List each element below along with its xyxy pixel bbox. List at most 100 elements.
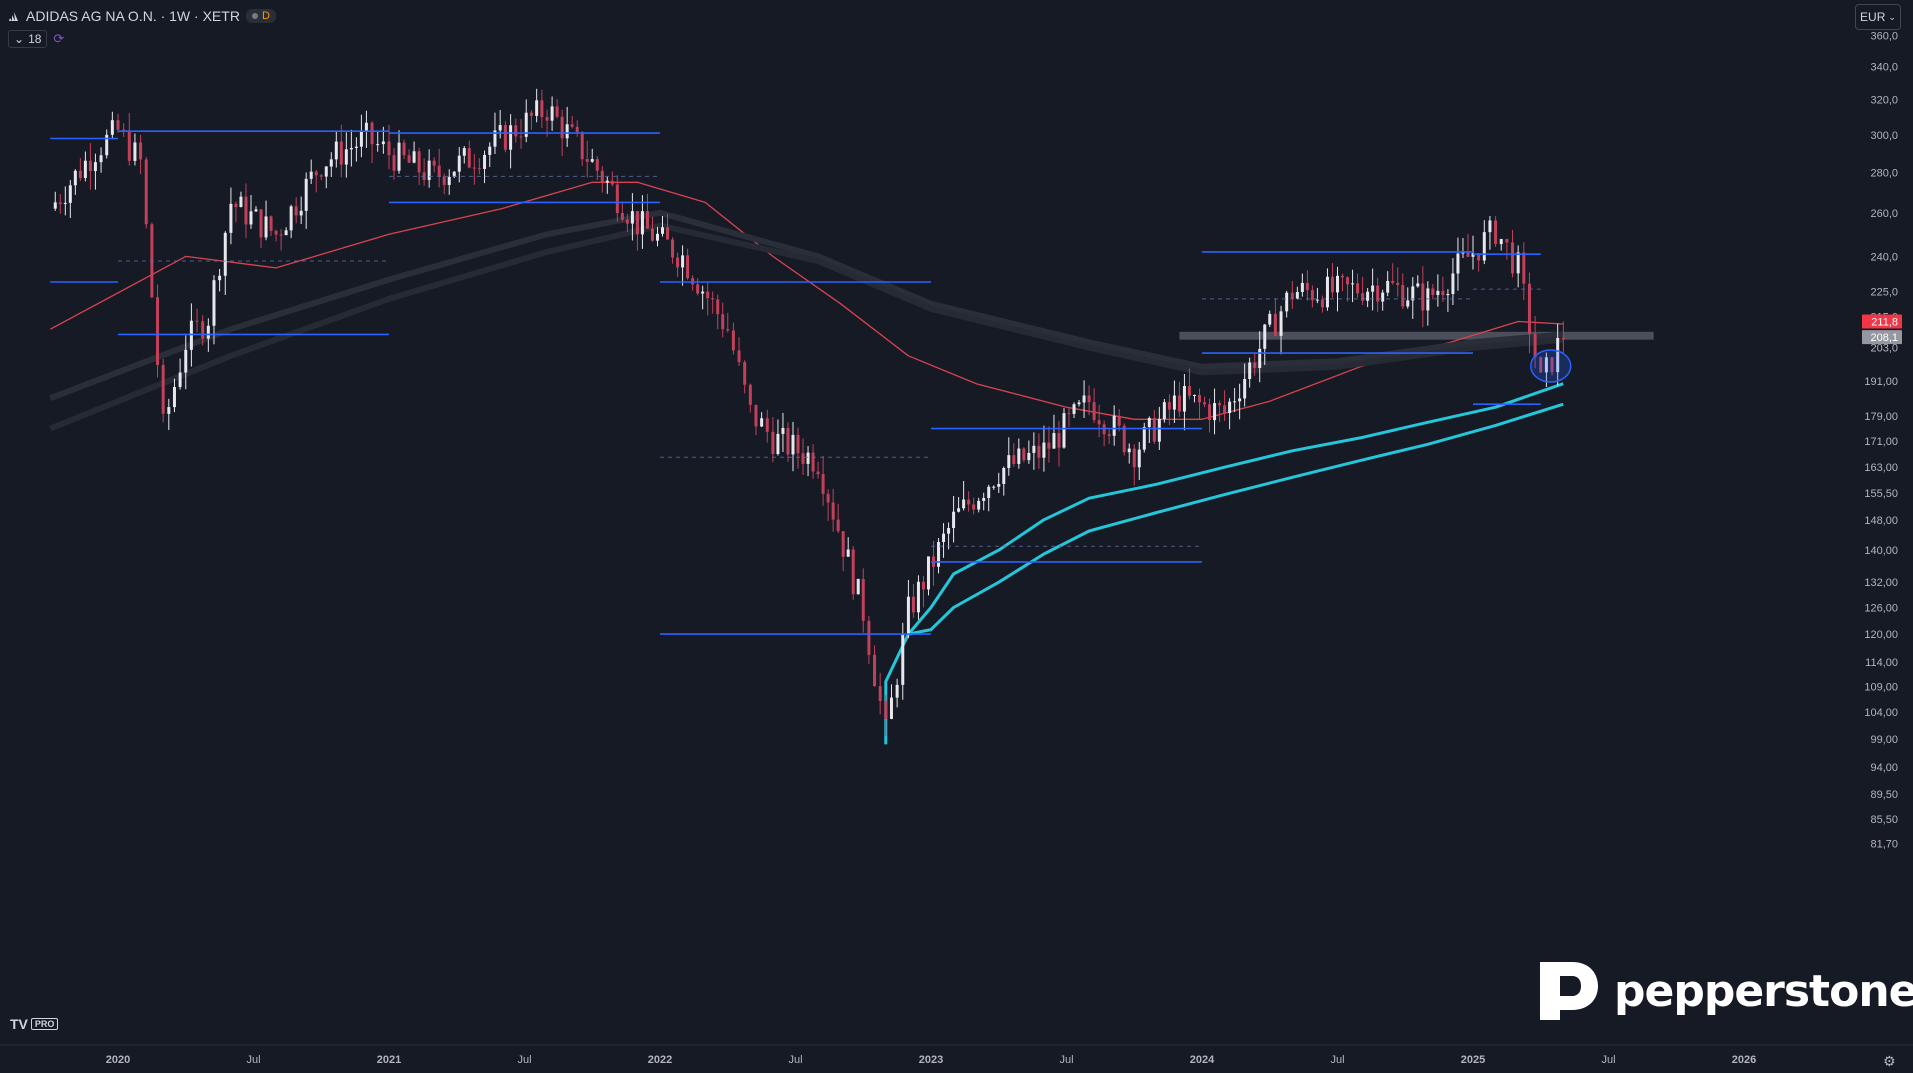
- candle-body: [509, 125, 513, 150]
- candle-body: [540, 100, 544, 118]
- candle-body: [1107, 434, 1111, 436]
- candle-body: [560, 116, 564, 139]
- candle-body: [269, 216, 273, 231]
- candle-body: [982, 497, 986, 501]
- chevron-down-icon: ⌄: [1888, 11, 1896, 22]
- candle-body: [737, 350, 741, 363]
- candle-body: [467, 148, 471, 168]
- candle-body: [161, 364, 165, 414]
- candle-body: [427, 160, 431, 181]
- candle-body: [1381, 292, 1385, 302]
- indicators-toggle-button[interactable]: ⌄ 18: [8, 30, 48, 48]
- candle-body: [851, 549, 855, 595]
- tradingview-logo[interactable]: TV PRO: [10, 1016, 59, 1032]
- candle-body: [640, 211, 644, 235]
- candle-body: [1152, 418, 1156, 442]
- x-axis-tick-label: Jul: [1059, 1054, 1073, 1066]
- candle-body: [878, 686, 882, 701]
- candles-layer: [53, 88, 1565, 737]
- candle-body: [234, 203, 238, 207]
- candle-body: [1243, 379, 1247, 399]
- candle-body: [1279, 311, 1283, 336]
- candle-body: [1057, 433, 1061, 448]
- candle-body: [1142, 426, 1146, 450]
- candle-body: [1137, 449, 1141, 468]
- moving-average-layer: [49, 181, 1564, 745]
- candle-body: [110, 120, 114, 135]
- status-dot-icon: [251, 13, 258, 19]
- candle-body: [816, 471, 820, 475]
- candle-body: [967, 499, 971, 505]
- candle-body: [1561, 337, 1565, 340]
- candle-body: [696, 284, 700, 294]
- candle-body: [452, 171, 456, 177]
- y-axis-tick-label: 104,00: [1864, 707, 1898, 719]
- currency-button[interactable]: EUR ⌄: [1855, 4, 1901, 30]
- settings-gear-icon[interactable]: ⚙: [1883, 1053, 1896, 1069]
- candle-body: [1112, 415, 1116, 436]
- candle-body: [1310, 290, 1314, 301]
- tv-logo-mark: TV: [10, 1016, 28, 1032]
- candle-body: [294, 206, 298, 216]
- candle-body: [861, 578, 865, 621]
- candle-body: [776, 433, 780, 454]
- candle-body: [1037, 445, 1041, 458]
- candle-body: [992, 486, 996, 488]
- candle-body: [1366, 291, 1370, 301]
- candle-body: [1356, 283, 1360, 294]
- y-axis-tick-label: 109,00: [1864, 681, 1898, 693]
- resistance-zone-layer: [1179, 331, 1654, 340]
- candle-body: [1346, 277, 1350, 285]
- y-axis-tick-label: 89,50: [1870, 789, 1898, 801]
- candle-body: [381, 141, 385, 145]
- y-axis-tick-label: 148,00: [1864, 515, 1898, 527]
- candle-body: [1117, 415, 1121, 426]
- candle-body: [1305, 282, 1309, 291]
- candle-body: [686, 255, 690, 279]
- x-axis-tick-label: Jul: [246, 1054, 260, 1066]
- data-status-badge[interactable]: D: [245, 9, 276, 23]
- candle-body: [1290, 292, 1294, 299]
- candle-body: [1499, 239, 1503, 245]
- candle-body: [1263, 324, 1267, 349]
- candle-body: [701, 291, 705, 294]
- candle-body: [1027, 452, 1031, 461]
- candle-body: [1047, 442, 1051, 449]
- candle-body: [786, 427, 790, 455]
- candle-body: [442, 176, 446, 185]
- candle-body: [1539, 357, 1543, 373]
- y-axis-tick-label: 300,0: [1870, 130, 1898, 142]
- candle-body: [1401, 285, 1405, 307]
- candle-body: [212, 280, 216, 326]
- candle-body: [1042, 442, 1046, 458]
- candle-body: [1187, 386, 1191, 396]
- symbol-title[interactable]: ADIDAS AG NA O.N. · 1W · XETR: [26, 8, 240, 24]
- y-axis-tick-label: 203,0: [1870, 343, 1898, 355]
- candle-body: [244, 196, 248, 225]
- chevron-down-icon: ⌄: [14, 32, 25, 46]
- candle-body: [811, 452, 815, 472]
- candle-body: [264, 216, 268, 238]
- candle-body: [319, 175, 323, 177]
- candle-body: [821, 474, 825, 494]
- candle-body: [1300, 282, 1304, 292]
- price-tag-label: 208,1: [1870, 332, 1898, 344]
- candle-body: [1253, 362, 1257, 368]
- candle-body: [1351, 283, 1355, 285]
- candle-body: [1505, 239, 1509, 243]
- candle-body: [1371, 285, 1375, 292]
- candle-body: [503, 125, 507, 150]
- candle-body: [615, 184, 619, 214]
- candle-body: [743, 362, 747, 385]
- candle-body: [417, 151, 421, 173]
- annotation-layer: [1530, 349, 1572, 383]
- candle-body: [483, 154, 487, 169]
- candle-body: [184, 349, 188, 373]
- candle-body: [349, 147, 353, 150]
- candle-body: [1466, 252, 1470, 257]
- price-tag-label: 211,8: [1871, 317, 1898, 329]
- candle-body: [178, 372, 182, 388]
- y-axis-tick-label: 163,00: [1864, 462, 1898, 474]
- candle-body: [1431, 288, 1435, 296]
